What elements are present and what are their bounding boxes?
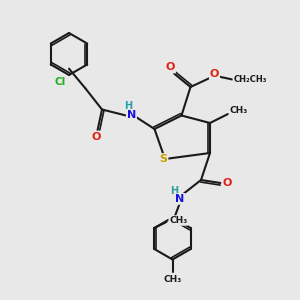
Text: O: O <box>166 62 175 73</box>
Text: Cl: Cl <box>55 76 66 87</box>
Text: H: H <box>170 186 179 196</box>
Text: N: N <box>127 110 136 120</box>
Text: CH₃: CH₃ <box>169 216 188 225</box>
Text: CH₃: CH₃ <box>230 106 247 115</box>
Text: O: O <box>210 69 219 79</box>
Text: CH₃: CH₃ <box>164 275 181 284</box>
Text: O: O <box>91 131 101 142</box>
Text: CH₂CH₃: CH₂CH₃ <box>233 75 267 84</box>
Text: O: O <box>222 178 232 188</box>
Text: S: S <box>160 154 167 164</box>
Text: H: H <box>124 101 133 111</box>
Text: N: N <box>176 194 184 204</box>
